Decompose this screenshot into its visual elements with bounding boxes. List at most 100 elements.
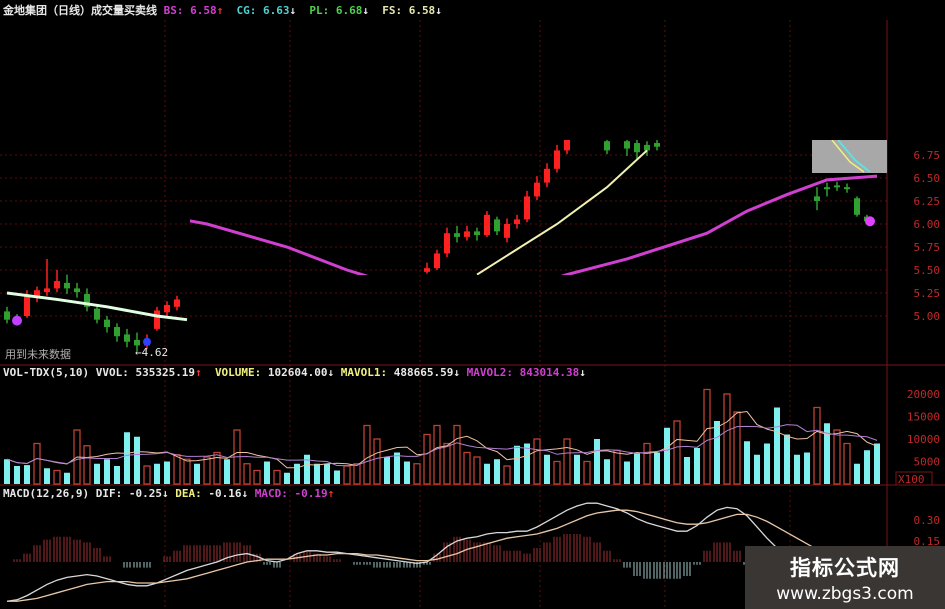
volume-bar [854, 463, 860, 484]
candle-body [554, 150, 560, 169]
candle-body [424, 268, 430, 272]
volume-bar [83, 445, 91, 485]
volume-bar [744, 441, 750, 484]
volume-bar [224, 459, 230, 484]
volume-bar [624, 461, 630, 484]
volume-bar [833, 429, 841, 485]
price-panel [4, 140, 887, 351]
ma-long-line [190, 174, 878, 275]
dea-line [7, 509, 878, 602]
indicator-bs: BS: 6.58 [163, 4, 217, 17]
volume-bar [154, 463, 160, 484]
volume-bar [373, 438, 381, 485]
price-left-segment [4, 258, 188, 351]
price-tick-label: 5.00 [914, 310, 941, 323]
volume-bar [264, 461, 270, 484]
volume-bar [243, 463, 251, 485]
volume-bar [94, 463, 100, 484]
candle-body [824, 187, 830, 190]
arrow-down-icon: ↓ [161, 487, 169, 500]
candle-body [34, 290, 40, 298]
candle-body [104, 319, 110, 328]
overlay-line [837, 140, 871, 173]
volume-bar [524, 443, 530, 484]
candle-body [64, 282, 70, 289]
volume-bar [53, 469, 61, 485]
volume-tick-label: 20000 [907, 388, 940, 401]
vvol-value: 535325.19 [135, 366, 196, 379]
volume-bar [784, 434, 790, 484]
candle-body [74, 288, 80, 293]
volume-bar [804, 452, 810, 484]
price-right-segment [190, 140, 887, 275]
volume-bar [594, 439, 600, 484]
arrow-down-icon: ↓ [241, 487, 249, 500]
volume-bar [843, 442, 851, 485]
volume-bar [433, 424, 441, 485]
volume-bar [874, 443, 880, 484]
volume-bar [654, 452, 660, 484]
candle-body [514, 219, 520, 224]
candle-body [474, 231, 480, 236]
candle-body [854, 198, 860, 215]
candle-body [624, 141, 630, 149]
price-tick-label: 5.75 [914, 241, 941, 254]
candle-body [544, 168, 550, 183]
candle-body [834, 185, 840, 188]
volume-bar [183, 458, 191, 485]
candle-body [534, 182, 540, 197]
volume-value: 102604.00 [267, 366, 328, 379]
candle-body [564, 140, 570, 151]
overlay-line [831, 140, 865, 173]
volume-bars [4, 388, 880, 485]
watermark-name: 指标公式网 [790, 556, 900, 580]
volume-bar [213, 451, 221, 485]
volume-bar [334, 470, 340, 484]
macd-label: MACD: [254, 487, 295, 500]
candle-body [154, 310, 160, 329]
volume-bar [694, 448, 700, 484]
volume-bar [114, 466, 120, 484]
candle-body [814, 196, 820, 201]
indicator-pl: PL: 6.68 [309, 4, 363, 17]
volume-tick-label: 15000 [907, 411, 940, 424]
volume-bar [544, 454, 550, 484]
candle-body [4, 311, 10, 320]
candle-body [444, 233, 450, 254]
volume-bar [423, 433, 431, 485]
volume-bar [473, 456, 481, 485]
volume-bar [583, 460, 591, 485]
volume-bar [353, 463, 361, 485]
volume-tick-label: 10000 [907, 433, 940, 446]
indicator-fs: FS: 6.58 [382, 4, 436, 17]
arrow-up-icon: ↑ [195, 366, 202, 379]
candle-body [84, 293, 90, 307]
volume-bar [613, 449, 621, 485]
arrow-down-icon: ↓ [327, 366, 335, 379]
volume-bar [774, 407, 780, 484]
price-tick-label: 6.25 [914, 195, 941, 208]
volume-tick-label: 5000 [914, 456, 941, 469]
indicator-cg: CG: 6.63 [236, 4, 290, 17]
dea-label: DEA: [175, 487, 209, 500]
candle-body [124, 334, 130, 342]
arrow-down-icon: ↓ [579, 366, 586, 379]
watermark: 指标公式网 www.zbgs3.com [745, 546, 945, 609]
volume-bar [574, 454, 580, 484]
price-tick-label: 6.00 [914, 218, 941, 231]
volume-bar [203, 456, 211, 485]
volume-bar [104, 459, 110, 484]
candle-body [134, 339, 140, 346]
volume-bar [514, 445, 520, 484]
volume-bar [273, 469, 281, 485]
candle-body [114, 327, 120, 337]
main-header: 金地集团（日线）成交量买卖线 BS: 6.58↑ CG: 6.63↓ PL: 6… [3, 2, 455, 18]
volume-bar [673, 420, 681, 485]
dea-value: -0.16 [208, 487, 242, 500]
candle-body [54, 281, 60, 289]
marker-dot [865, 216, 875, 227]
marker-dot [143, 337, 151, 346]
candle-body [174, 299, 180, 307]
volume-bar [173, 454, 181, 485]
